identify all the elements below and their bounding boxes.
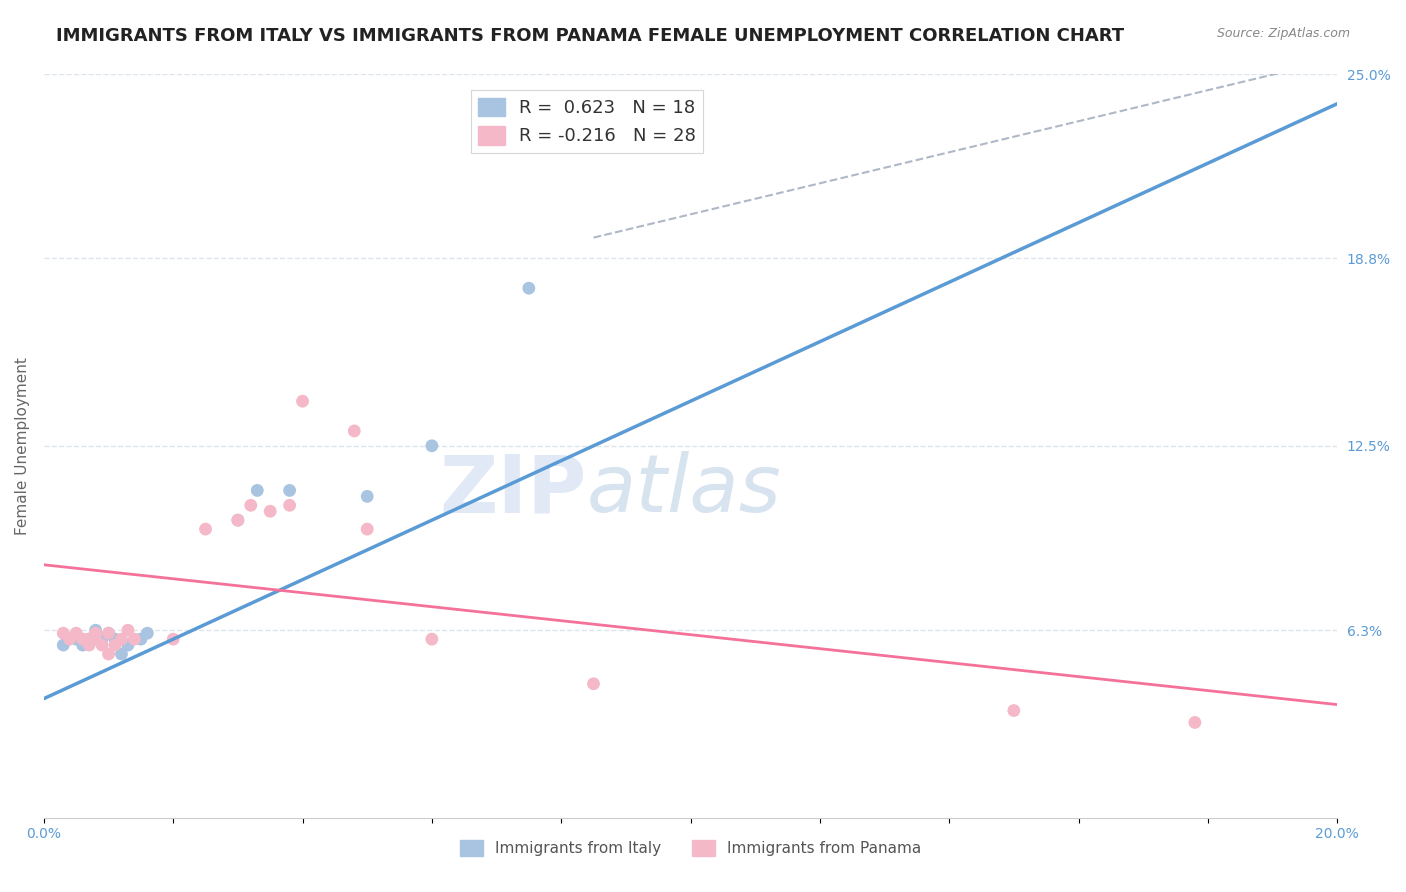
Point bbox=[129, 632, 152, 647]
Point bbox=[97, 647, 120, 661]
Point bbox=[1002, 704, 1025, 718]
Point bbox=[136, 626, 159, 640]
Point bbox=[97, 626, 120, 640]
Point bbox=[84, 624, 107, 638]
Point bbox=[65, 632, 87, 647]
Text: atlas: atlas bbox=[588, 451, 782, 530]
Point bbox=[226, 513, 249, 527]
Point bbox=[239, 498, 262, 512]
Point bbox=[52, 638, 75, 652]
Point bbox=[104, 632, 127, 647]
Point bbox=[110, 632, 132, 647]
Text: ZIP: ZIP bbox=[440, 451, 588, 530]
Point bbox=[97, 626, 120, 640]
Point bbox=[84, 626, 107, 640]
Point bbox=[91, 632, 114, 647]
Text: Source: ZipAtlas.com: Source: ZipAtlas.com bbox=[1216, 27, 1350, 40]
Point bbox=[517, 281, 540, 295]
Point bbox=[124, 632, 146, 647]
Point bbox=[226, 513, 249, 527]
Point bbox=[77, 638, 100, 652]
Point bbox=[162, 632, 184, 647]
Point bbox=[356, 522, 378, 536]
Point bbox=[356, 489, 378, 503]
Point bbox=[1184, 715, 1206, 730]
Point bbox=[194, 522, 217, 536]
Legend: R =  0.623   N = 18, R = -0.216   N = 28: R = 0.623 N = 18, R = -0.216 N = 28 bbox=[471, 90, 703, 153]
Point bbox=[246, 483, 269, 498]
Point bbox=[117, 638, 139, 652]
Point bbox=[117, 624, 139, 638]
Point bbox=[110, 647, 132, 661]
Text: IMMIGRANTS FROM ITALY VS IMMIGRANTS FROM PANAMA FEMALE UNEMPLOYMENT CORRELATION : IMMIGRANTS FROM ITALY VS IMMIGRANTS FROM… bbox=[56, 27, 1125, 45]
Point bbox=[104, 638, 127, 652]
Point bbox=[343, 424, 366, 438]
Point bbox=[84, 632, 107, 647]
Point bbox=[291, 394, 314, 409]
Point bbox=[278, 498, 301, 512]
Point bbox=[72, 632, 94, 647]
Point bbox=[91, 638, 114, 652]
Point bbox=[582, 677, 605, 691]
Point bbox=[259, 504, 281, 518]
Point bbox=[52, 626, 75, 640]
Point bbox=[59, 632, 82, 647]
Point bbox=[77, 632, 100, 647]
Point bbox=[72, 638, 94, 652]
Y-axis label: Female Unemployment: Female Unemployment bbox=[15, 357, 30, 534]
Point bbox=[65, 626, 87, 640]
Point bbox=[420, 439, 443, 453]
Point bbox=[77, 632, 100, 647]
Point bbox=[420, 632, 443, 647]
Point bbox=[278, 483, 301, 498]
